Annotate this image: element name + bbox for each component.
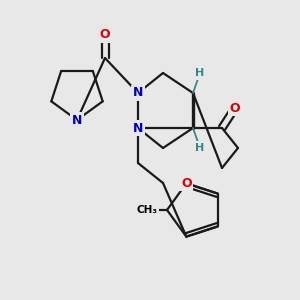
Text: O: O [230, 101, 240, 115]
Text: N: N [133, 86, 143, 100]
Text: O: O [181, 177, 192, 190]
Text: N: N [133, 122, 143, 134]
Text: CH₃: CH₃ [136, 205, 158, 215]
Text: O: O [100, 28, 110, 41]
Text: N: N [72, 113, 82, 127]
Text: H: H [195, 68, 205, 78]
Text: H: H [195, 143, 205, 153]
